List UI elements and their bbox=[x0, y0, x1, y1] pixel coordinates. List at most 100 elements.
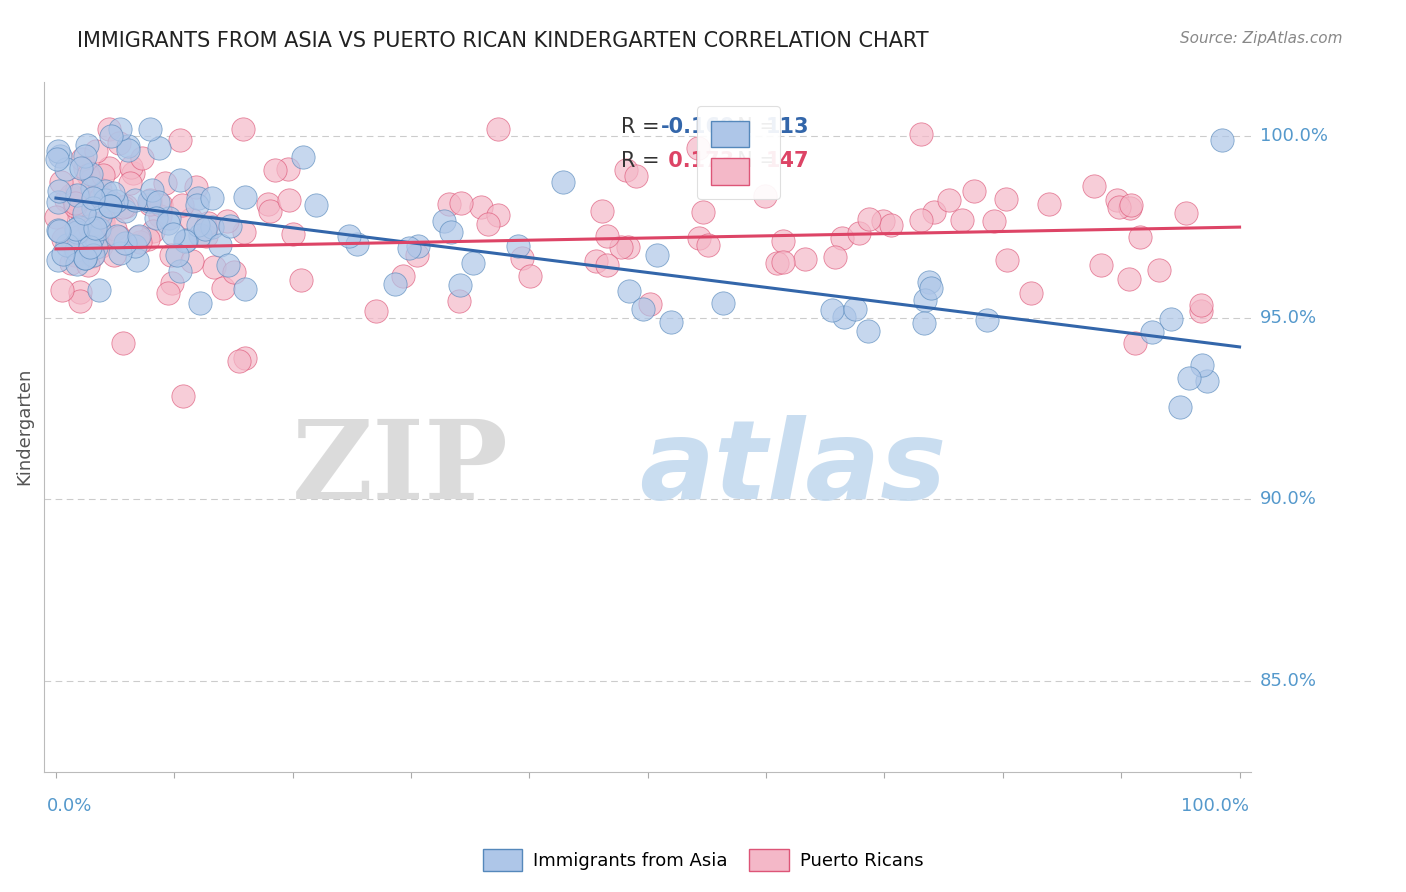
Point bbox=[66, 188, 89, 202]
Point bbox=[112, 200, 135, 214]
Point bbox=[910, 212, 932, 227]
Point bbox=[1119, 201, 1142, 215]
Point bbox=[65, 243, 87, 257]
Point bbox=[406, 248, 429, 262]
Point bbox=[145, 211, 167, 225]
Point bbox=[486, 122, 509, 136]
Point bbox=[82, 191, 104, 205]
Point bbox=[89, 231, 111, 245]
Point bbox=[97, 161, 120, 175]
Point bbox=[66, 257, 89, 271]
Point bbox=[49, 175, 72, 189]
Point bbox=[125, 253, 148, 268]
Point bbox=[69, 285, 91, 300]
Point bbox=[69, 209, 91, 223]
Point bbox=[108, 122, 131, 136]
Point bbox=[1175, 206, 1198, 220]
Point bbox=[408, 238, 430, 252]
Point bbox=[506, 239, 529, 253]
Point bbox=[157, 211, 180, 226]
Point bbox=[696, 238, 718, 252]
Point bbox=[1090, 258, 1112, 272]
Point bbox=[98, 122, 121, 136]
Point bbox=[62, 236, 84, 251]
Point bbox=[65, 225, 87, 239]
Point bbox=[49, 148, 72, 162]
Point bbox=[879, 218, 901, 232]
Point bbox=[194, 221, 217, 235]
Point bbox=[46, 223, 69, 237]
Point bbox=[233, 282, 256, 296]
Point bbox=[912, 316, 935, 330]
Point bbox=[65, 195, 87, 210]
Point bbox=[63, 196, 86, 211]
Point bbox=[364, 304, 387, 318]
Point bbox=[172, 389, 194, 403]
Point bbox=[858, 212, 880, 227]
Point bbox=[872, 214, 894, 228]
Point bbox=[79, 221, 101, 235]
Point bbox=[591, 204, 613, 219]
Text: N =: N = bbox=[724, 152, 783, 171]
Point bbox=[617, 240, 640, 254]
Point bbox=[188, 227, 211, 242]
Point bbox=[89, 183, 111, 197]
Point bbox=[73, 231, 96, 245]
Point bbox=[391, 268, 413, 283]
Point bbox=[754, 189, 776, 203]
Point bbox=[141, 183, 163, 197]
Point bbox=[477, 217, 499, 231]
Point bbox=[52, 232, 75, 246]
Point bbox=[166, 248, 188, 262]
Point bbox=[180, 211, 202, 226]
Point bbox=[433, 214, 456, 228]
Point bbox=[89, 210, 111, 224]
Point bbox=[156, 216, 179, 230]
Text: 0.0%: 0.0% bbox=[46, 797, 93, 814]
Point bbox=[142, 224, 165, 238]
Point bbox=[437, 197, 460, 211]
Point bbox=[77, 169, 100, 183]
Point bbox=[80, 181, 103, 195]
Point bbox=[1147, 263, 1170, 277]
Point bbox=[60, 256, 83, 270]
Point bbox=[1140, 326, 1163, 340]
Point bbox=[139, 197, 162, 211]
Point bbox=[104, 194, 127, 208]
Point bbox=[277, 194, 299, 208]
Point bbox=[139, 193, 162, 207]
Point bbox=[51, 283, 73, 297]
Point bbox=[1197, 374, 1219, 388]
Point bbox=[184, 180, 207, 194]
Point bbox=[181, 253, 204, 268]
Point bbox=[160, 277, 183, 291]
Point bbox=[155, 177, 177, 191]
Point bbox=[305, 198, 328, 212]
Point bbox=[187, 190, 209, 204]
Point bbox=[1119, 198, 1142, 212]
Point bbox=[117, 138, 139, 153]
Point bbox=[1178, 371, 1201, 385]
Point bbox=[100, 129, 122, 144]
Point bbox=[70, 161, 93, 176]
Point bbox=[98, 199, 121, 213]
Point bbox=[87, 284, 110, 298]
Point bbox=[108, 136, 131, 151]
Point bbox=[73, 251, 96, 265]
Point bbox=[337, 228, 360, 243]
Point bbox=[150, 197, 173, 211]
Point bbox=[69, 294, 91, 309]
Point bbox=[920, 281, 942, 295]
Point bbox=[1160, 311, 1182, 326]
Point bbox=[224, 265, 246, 279]
Legend: , : , bbox=[696, 106, 780, 199]
Point bbox=[91, 215, 114, 229]
Point bbox=[160, 248, 183, 262]
Point bbox=[80, 173, 103, 187]
Point bbox=[66, 181, 89, 195]
Point bbox=[638, 297, 661, 311]
Point bbox=[1211, 133, 1233, 147]
Text: R =: R = bbox=[621, 118, 666, 137]
Legend: Immigrants from Asia, Puerto Ricans: Immigrants from Asia, Puerto Ricans bbox=[475, 842, 931, 879]
Point bbox=[55, 193, 77, 207]
